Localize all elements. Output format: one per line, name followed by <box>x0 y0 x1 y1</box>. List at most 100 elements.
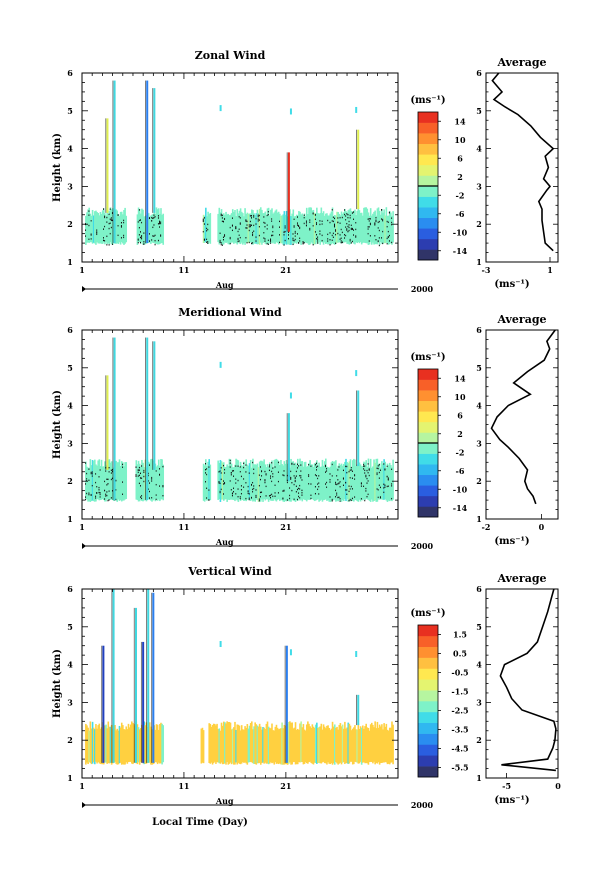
data-speckle <box>386 225 388 228</box>
data-speckle <box>296 463 298 465</box>
colorbar-segment <box>418 635 438 648</box>
data-speckle <box>288 234 290 236</box>
data-column <box>353 210 355 244</box>
data-speckle <box>308 474 310 476</box>
data-column <box>300 721 302 763</box>
data-speckle <box>303 242 305 244</box>
data-speckle <box>294 480 296 482</box>
data-column <box>309 207 311 245</box>
colorbar-segment <box>418 411 438 423</box>
data-speckle <box>110 226 112 229</box>
data-speckle <box>123 234 125 237</box>
data-speckle <box>290 470 292 473</box>
tall-data-column-edge <box>284 645 286 763</box>
data-column <box>333 214 336 245</box>
data-column <box>378 724 381 765</box>
data-speckle <box>327 238 329 240</box>
data-column <box>305 724 308 764</box>
data-column <box>236 459 239 501</box>
data-column <box>89 459 92 502</box>
data-speckle <box>264 470 266 473</box>
tall-data-column <box>146 337 149 501</box>
data-column <box>117 214 120 244</box>
data-speckle <box>218 480 220 483</box>
data-speckle <box>137 239 139 241</box>
data-speckle <box>162 485 164 488</box>
data-speckle <box>137 475 139 477</box>
data-speckle <box>391 241 393 244</box>
colorbar-tick-label: -0.5 <box>451 668 468 678</box>
data-column <box>108 726 111 764</box>
data-speckle <box>239 223 241 225</box>
data-speckle <box>237 465 239 467</box>
data-speckle <box>299 226 301 229</box>
data-speckle <box>231 470 233 472</box>
data-speckle <box>91 475 93 477</box>
data-speckle <box>298 495 300 498</box>
data-speckle <box>249 220 251 223</box>
data-speckle <box>261 475 263 477</box>
data-speckle <box>238 240 240 242</box>
data-speckle <box>375 217 377 219</box>
data-column <box>366 208 369 244</box>
data-column <box>382 463 384 500</box>
data-speckle <box>316 223 318 226</box>
data-speckle <box>366 477 368 480</box>
data-column <box>119 465 122 501</box>
data-column <box>387 465 390 501</box>
data-speckle <box>90 238 92 240</box>
data-speckle <box>229 236 231 239</box>
data-speckle <box>229 226 231 229</box>
data-column <box>95 724 97 762</box>
data-speckle <box>239 217 241 219</box>
data-speckle <box>96 229 98 231</box>
data-column <box>349 208 352 245</box>
data-column <box>151 458 153 502</box>
data-speckle <box>109 232 111 235</box>
tall-data-column <box>153 88 156 213</box>
data-speckle <box>245 220 247 222</box>
tall-data-column-edge <box>145 80 147 244</box>
data-column <box>216 723 218 763</box>
data-column <box>202 463 205 501</box>
data-column <box>273 459 276 500</box>
data-speckle <box>305 222 307 224</box>
data-speckle <box>314 492 316 495</box>
data-speckle <box>240 475 242 478</box>
data-speckle <box>219 470 221 472</box>
data-column <box>372 724 374 764</box>
data-column <box>349 725 352 762</box>
data-speckle <box>251 224 253 226</box>
data-column <box>295 214 298 244</box>
data-speckle <box>251 215 253 217</box>
data-speckle <box>96 232 98 234</box>
data-speckle <box>220 242 222 244</box>
data-column <box>162 213 165 245</box>
data-speckle <box>338 466 340 468</box>
data-column <box>102 466 105 501</box>
data-speckle <box>342 484 344 487</box>
data-speckle <box>117 225 119 227</box>
data-speckle <box>88 210 90 212</box>
data-column <box>391 215 393 245</box>
data-speckle <box>268 469 270 472</box>
data-column <box>237 213 240 243</box>
colorbar-tick-label: -4.5 <box>451 744 468 754</box>
y-axis-label: Height (km) <box>52 133 63 202</box>
data-column <box>203 215 206 243</box>
data-column <box>311 724 314 764</box>
data-column <box>294 462 297 502</box>
data-column <box>376 458 379 502</box>
data-speckle <box>378 471 380 474</box>
colorbar-segment <box>418 722 438 734</box>
data-column <box>257 213 260 245</box>
data-speckle <box>329 221 331 224</box>
data-speckle <box>151 497 153 499</box>
data-column <box>341 724 344 763</box>
data-speckle <box>222 238 224 241</box>
data-speckle <box>86 478 88 480</box>
data-speckle <box>332 236 334 238</box>
data-speckle <box>303 216 305 219</box>
data-speckle <box>258 219 260 221</box>
data-speckle <box>364 472 366 474</box>
